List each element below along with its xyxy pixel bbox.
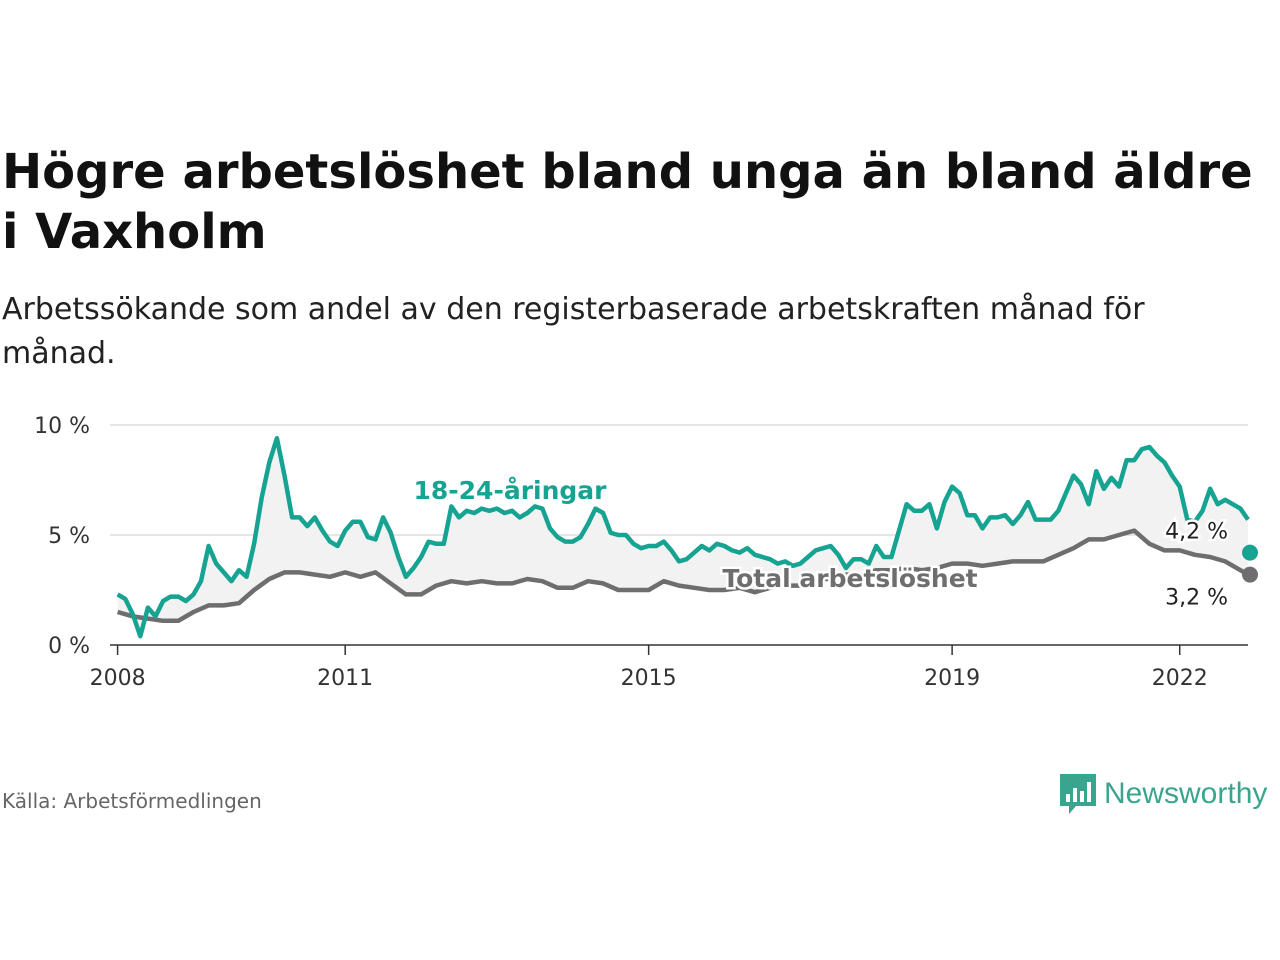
y-tick-label: 0 % [48,634,90,659]
chart-labels: 4,2 % 3,2 % 18-24-åringar Total arbetslöshe… [411,474,1258,613]
x-tick-label: 2008 [90,666,146,691]
end-point-youth [1242,544,1258,561]
y-tick-label: 5 % [48,524,90,549]
x-tick-label: 2022 [1152,666,1208,691]
chart-subtitle: Arbetssökande som andel av den registerb… [2,292,1145,371]
x-tick-label: 2019 [924,666,980,691]
series-lines [116,435,1250,639]
series-label-youth: 18-24-åringar [414,476,608,505]
series-line-youth [116,435,1250,639]
series-line-total [116,528,1250,624]
chart-title: Högre arbetslöshet bland unga än bland ä… [2,144,1253,260]
logo-text: Newsworthy [1104,777,1268,810]
end-point-total [1242,566,1258,583]
newsworthy-logo[interactable]: Newsworthy [1058,772,1267,816]
source-note: Källa: Arbetsförmedlingen [2,789,262,813]
line-chart: 0 % 5 % 10 % 2008 2011 2015 2019 2022 4,2 % 3,2… [34,414,1258,691]
gap-band [117,438,1249,637]
bar-chart-speech-bubble-icon [1060,774,1096,814]
gap-area [117,438,1249,637]
series-label-total: Total arbetslöshet [722,564,977,593]
y-tick-label: 10 % [34,414,90,439]
x-tick-label: 2015 [621,666,677,691]
end-label-youth: 4,2 % [1165,520,1228,545]
end-label-total: 3,2 % [1165,586,1228,611]
x-axis: 2008 2011 2015 2019 2022 [90,644,1248,691]
x-tick-label: 2011 [317,666,373,691]
